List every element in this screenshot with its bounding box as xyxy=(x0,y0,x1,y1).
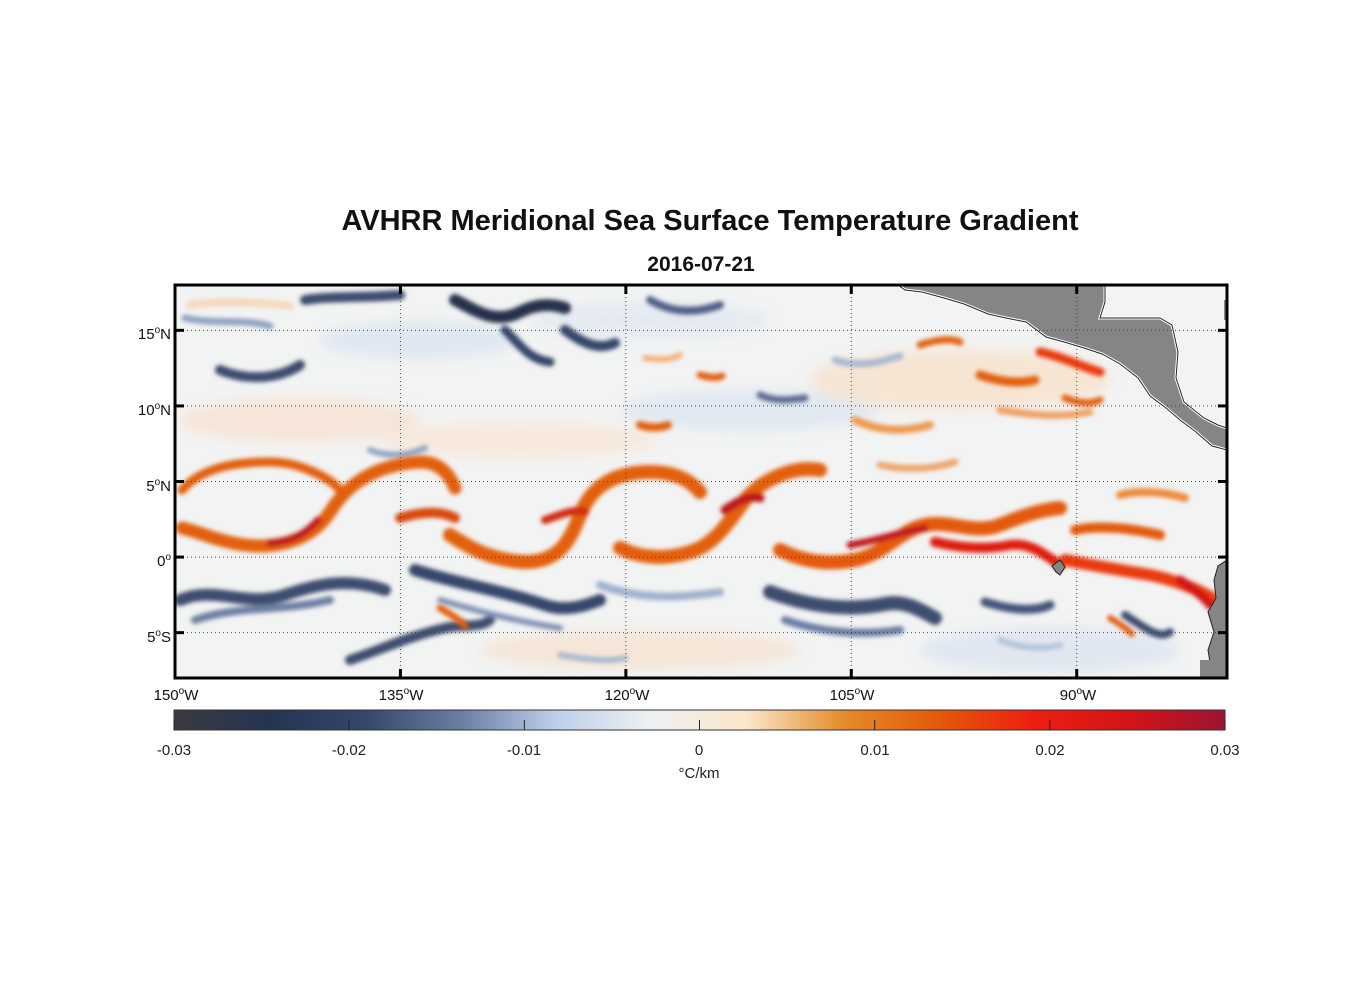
lat-label-5s: 5oS xyxy=(147,628,171,646)
colorbar-unit-label: °C/km xyxy=(679,765,720,782)
colorbar-tick-2: -0.01 xyxy=(507,742,541,759)
chart-subtitle: 2016-07-21 xyxy=(647,253,755,276)
colorbar-tick-5: 0.02 xyxy=(1035,742,1064,759)
colorbar-tick-1: -0.02 xyxy=(332,742,366,759)
colorbar-tick-4: 0.01 xyxy=(860,742,889,759)
chart-title: AVHRR Meridional Sea Surface Temperature… xyxy=(341,205,1079,237)
land-masses xyxy=(895,285,1227,678)
background-texture xyxy=(180,302,1180,672)
lat-label-0: 0o xyxy=(157,552,171,570)
lat-label-10n: 10oN xyxy=(138,401,171,419)
lon-label-135w: 135oW xyxy=(379,686,425,704)
colorbar-tick-3: 0 xyxy=(695,742,703,759)
lat-label-15n: 15oN xyxy=(138,325,171,343)
longitude-labels: 150oW 135oW 120oW 105oW 90oW xyxy=(154,686,1097,704)
colorbar-tick-0: -0.03 xyxy=(157,742,191,759)
lon-label-105w: 105oW xyxy=(830,686,876,704)
colorbar-tick-6: 0.03 xyxy=(1210,742,1239,759)
lon-label-120w: 120oW xyxy=(605,686,651,704)
latitude-labels: 15oN 10oN 5oN 0o 5oS xyxy=(138,325,172,646)
lat-label-5n: 5oN xyxy=(146,477,171,495)
positive-gradient-bands xyxy=(175,298,1221,637)
colorbar: -0.03 -0.02 -0.01 0 0.01 0.02 0.03 °C/km xyxy=(157,709,1240,782)
map-tick-marks xyxy=(173,285,1227,678)
lon-label-150w: 150oW xyxy=(154,686,200,704)
lon-label-90w: 90oW xyxy=(1060,686,1097,704)
negative-gradient-bands xyxy=(175,290,1174,665)
